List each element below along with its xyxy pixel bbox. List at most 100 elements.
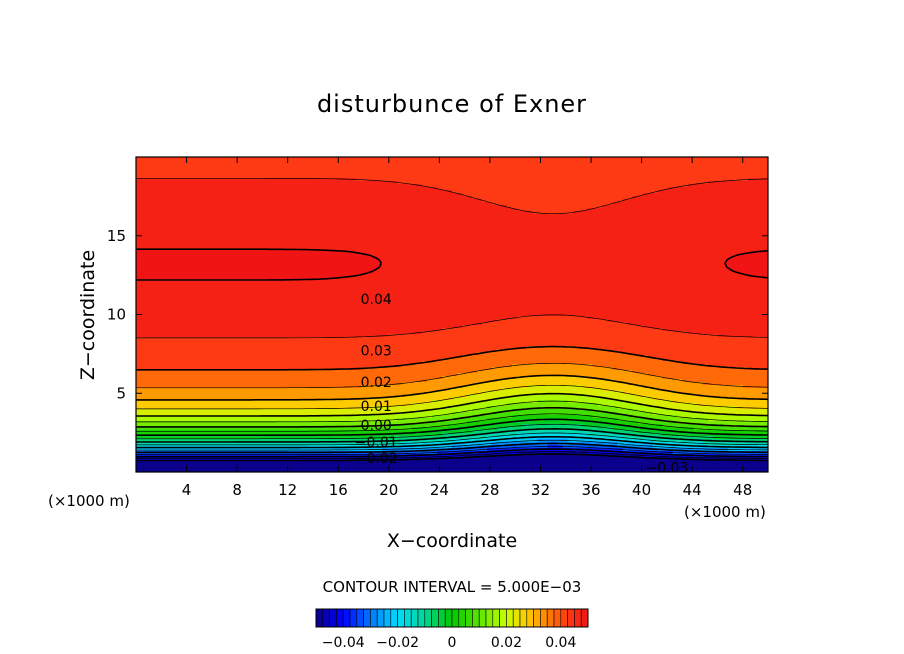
colorbar-cell	[574, 608, 582, 628]
y-tick-label: 15	[107, 227, 126, 245]
colorbar-cell	[370, 608, 378, 628]
contour-line	[136, 177, 769, 339]
y-tick-label: 5	[116, 384, 126, 402]
contour-line	[136, 362, 769, 389]
colorbar-tick-label: 0.04	[545, 635, 576, 651]
colorbar-cell	[465, 608, 473, 628]
colorbar-cell	[512, 608, 521, 628]
colorbar-cell	[540, 608, 548, 628]
contour-label: −0.01	[355, 435, 398, 451]
contour-line	[136, 453, 768, 462]
contour-label: 0.00	[361, 418, 392, 434]
contour-line	[136, 384, 769, 410]
x-tick-label: 20	[379, 481, 398, 499]
contour-line	[136, 428, 769, 443]
colorbar-cell	[472, 608, 480, 628]
contour-line	[136, 345, 769, 371]
colorbar-cell	[458, 608, 466, 628]
colorbar-cell	[567, 608, 575, 628]
x-axis-label: X−coordinate	[387, 530, 517, 552]
contour-line	[136, 448, 769, 458]
colorbar-cell	[342, 608, 351, 628]
colorbar-cell	[546, 608, 555, 628]
contour-line	[136, 442, 768, 454]
contour-label: −0.02	[355, 451, 398, 467]
colorbar-cell	[356, 608, 364, 628]
contour-label: 0.02	[361, 375, 392, 391]
colorbar-cell	[506, 608, 514, 628]
colorbar-cell	[410, 608, 419, 628]
colorbar-cell	[336, 608, 344, 628]
contour-lines	[136, 177, 769, 462]
colorbar-cell	[526, 608, 534, 628]
colorbar-cell	[519, 608, 528, 628]
colorbar-cell	[533, 608, 541, 628]
colorbar-cell	[478, 608, 487, 628]
contour-line	[136, 407, 768, 428]
colorbar-cell	[363, 608, 371, 628]
contour-fill	[136, 157, 769, 473]
contour-line	[136, 446, 769, 455]
contour-line	[136, 439, 768, 451]
contour-line	[136, 400, 768, 423]
contour-line	[136, 432, 768, 446]
contour-line	[136, 374, 769, 401]
contour-label: 0.03	[361, 344, 392, 360]
contour-label: 0.01	[361, 399, 392, 415]
colorbar-cell	[553, 608, 562, 628]
colorbar-cell	[492, 608, 500, 628]
colorbar-tick-label: −0.04	[322, 635, 365, 651]
colorbar: −0.04 −0.02 0 0.02 0.04	[315, 608, 589, 651]
x-tick-label: 48	[733, 481, 752, 499]
x-tick-label: 40	[632, 481, 651, 499]
x-axis-unit: (×1000 m)	[684, 503, 766, 521]
x-tick-label: 8	[232, 481, 242, 499]
x-tick-label: 12	[278, 481, 297, 499]
colorbar-cell	[560, 608, 568, 628]
x-tick-label: 28	[480, 481, 499, 499]
chart-title: disturbunce of Exner	[317, 90, 587, 118]
contour-label: 0.04	[361, 292, 392, 308]
contour-line	[136, 413, 769, 432]
colorbar-cell	[397, 608, 405, 628]
colorbar-cell	[580, 608, 589, 628]
plot-area: 0.040.030.020.010.00−0.01−0.02−0.034 8 12 1…	[107, 156, 769, 499]
colorbar-cell	[329, 608, 337, 628]
x-tick-label: 36	[581, 481, 600, 499]
colorbar-cell	[349, 608, 358, 628]
colorbar-tick-label: 0	[448, 635, 457, 651]
colorbar-cell	[383, 608, 392, 628]
contour-line	[136, 392, 769, 417]
colorbar-frame	[315, 608, 589, 628]
contour-interval-text: CONTOUR INTERVAL = 5.000E−03	[323, 578, 582, 596]
colorbar-tick-label: 0.02	[491, 635, 522, 651]
colorbar-cell	[417, 608, 426, 628]
contour-line	[136, 423, 768, 440]
colorbar-cell	[485, 608, 494, 628]
colorbar-cell	[315, 608, 324, 628]
colorbar-cell	[404, 608, 412, 628]
colorbar-cell	[424, 608, 432, 628]
colorbar-cell	[438, 608, 446, 628]
contour-label: −0.03	[645, 460, 688, 476]
colorbar-cell	[431, 608, 439, 628]
colorbar-cell	[451, 608, 460, 628]
contour-line	[136, 436, 768, 449]
colorbar-tick-label: −0.02	[376, 635, 419, 651]
contour-line	[136, 248, 769, 281]
y-axis-label: Z−coordinate	[77, 250, 99, 380]
x-tick-label: 32	[531, 481, 550, 499]
x-tick-label: 4	[182, 481, 192, 499]
y-tick-label: 10	[107, 306, 126, 324]
colorbar-cell	[376, 608, 385, 628]
colorbar-cell	[499, 608, 507, 628]
x-tick-label: 16	[329, 481, 348, 499]
contour-line	[136, 451, 768, 459]
y-axis-unit: (×1000 m)	[48, 492, 130, 510]
colorbar-cell	[390, 608, 398, 628]
colorbar-cell	[444, 608, 453, 628]
colorbar-cell	[322, 608, 330, 628]
x-tick-label: 24	[430, 481, 449, 499]
contour-line	[136, 418, 768, 436]
